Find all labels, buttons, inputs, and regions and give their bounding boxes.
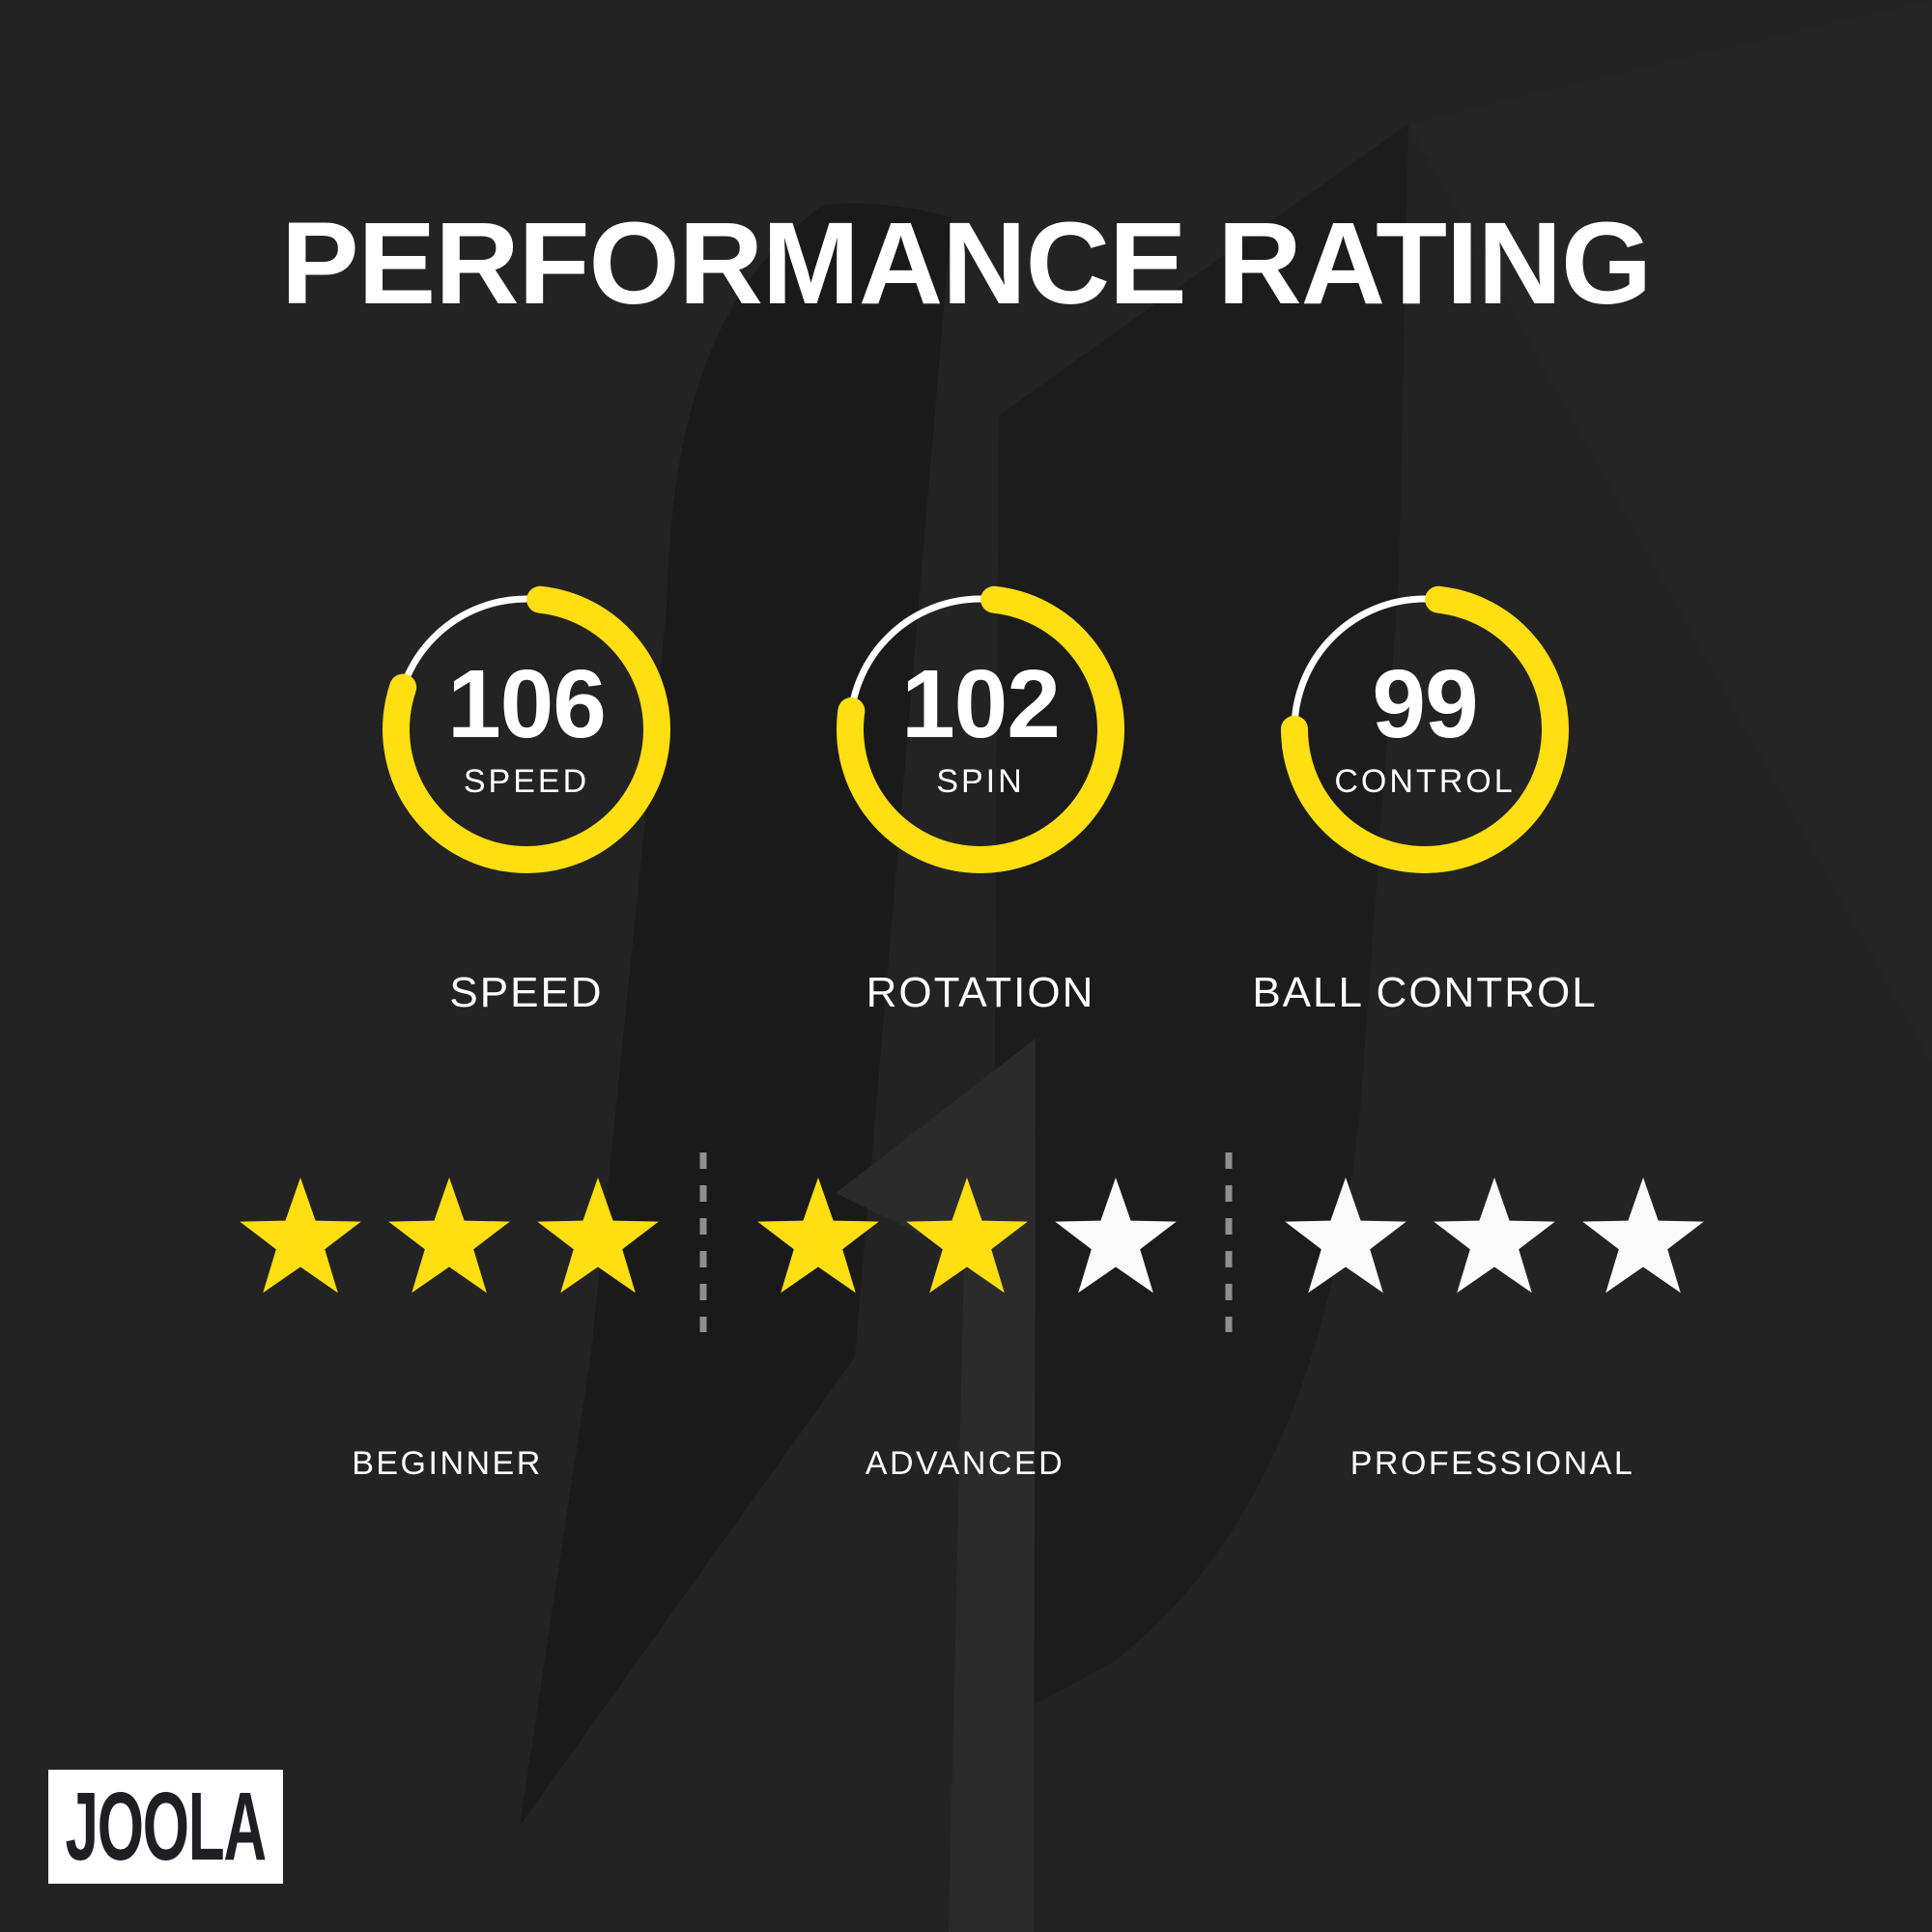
star-empty-icon [1582, 1178, 1704, 1293]
gauge-control-unit: CONTROL [1334, 763, 1516, 800]
page-title: PERFORMANCE RATING [280, 197, 1652, 328]
gauge-speed-value: 106 [447, 650, 607, 758]
level-label-beginner: BEGINNER [352, 1445, 543, 1482]
category-label-rotation: ROTATION [866, 969, 1095, 1016]
joola-logo: JOOLA [48, 1770, 283, 1884]
star-rating-advanced [757, 1178, 1177, 1293]
star-filled-icon [240, 1178, 361, 1293]
gauge-control-value: 99 [1372, 650, 1478, 758]
gauge-spin: 102 SPIN [826, 575, 1135, 884]
star-filled-icon [757, 1178, 879, 1293]
gauge-spin-unit: SPIN [936, 763, 1025, 800]
star-filled-icon [388, 1178, 510, 1293]
star-rating-beginner [240, 1178, 659, 1293]
gauge-spin-value: 102 [901, 650, 1061, 758]
gauge-ring-icon [1281, 585, 1569, 873]
star-empty-icon [1055, 1178, 1177, 1293]
gauge-ring-icon [383, 585, 670, 873]
star-filled-icon [906, 1178, 1028, 1293]
gauge-ring-icon [837, 585, 1124, 873]
gauge-speed: 106 SPEED [372, 575, 681, 884]
star-empty-icon [1285, 1178, 1406, 1293]
category-label-speed: SPEED [449, 969, 604, 1016]
level-label-professional: PROFESSIONAL [1350, 1445, 1635, 1482]
gauge-control: 99 CONTROL [1270, 575, 1579, 884]
star-filled-icon [537, 1178, 659, 1293]
category-label-ball-control: BALL CONTROL [1252, 969, 1598, 1016]
star-empty-icon [1434, 1178, 1555, 1293]
joola-logo-text: JOOLA [65, 1773, 268, 1881]
level-label-advanced: ADVANCED [865, 1445, 1065, 1482]
star-rating-professional [1285, 1178, 1704, 1293]
gauge-speed-unit: SPEED [463, 763, 590, 800]
